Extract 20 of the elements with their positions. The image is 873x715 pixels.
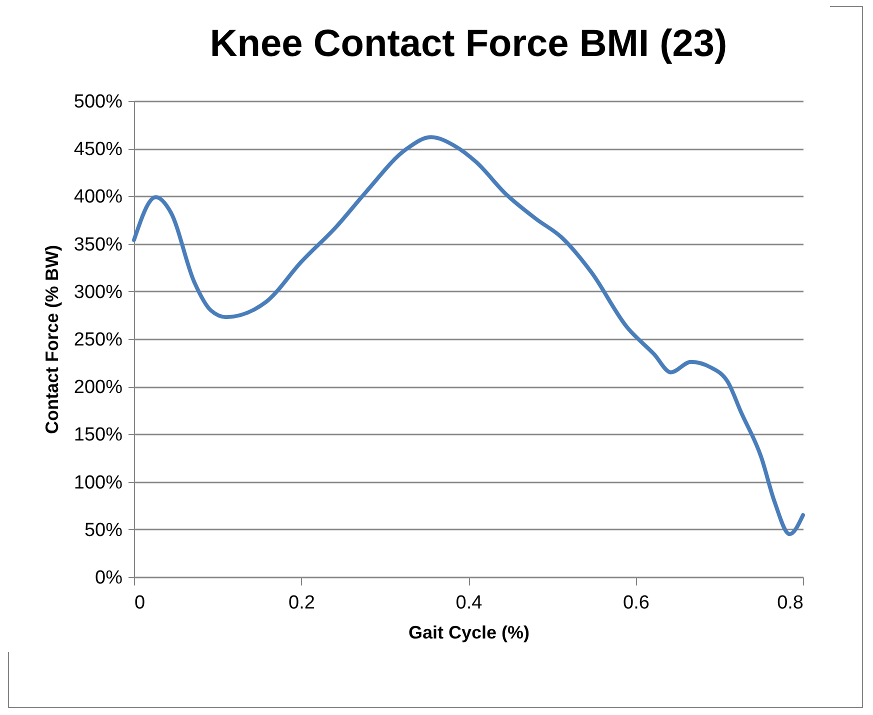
y-tick-label: 100% <box>74 472 123 494</box>
chart-title: Knee Contact Force BMI (23) <box>210 23 728 65</box>
x-tick-label: 0.2 <box>288 592 315 614</box>
y-tick-label: 200% <box>74 377 123 398</box>
y-tick-label: 0% <box>95 568 123 588</box>
y-tick-label: 50% <box>84 520 123 541</box>
x-tick-label: 0.4 <box>456 592 483 614</box>
x-tick-label: 0 <box>134 592 146 614</box>
x-tick-label: 0.8 <box>777 592 804 614</box>
y-tick-label: 250% <box>74 330 123 350</box>
y-tick-label: 500% <box>74 92 123 112</box>
x-axis-title: Gait Cycle (%) <box>408 622 530 642</box>
y-tick-label: 150% <box>74 424 123 446</box>
y-tick-label: 350% <box>74 234 123 256</box>
y-tick-label: 300% <box>74 282 123 303</box>
y-tick-label: 400% <box>74 186 123 208</box>
x-tick-label: 0.6 <box>623 592 650 614</box>
y-axis-title: Contact Force (% BW) <box>42 244 62 434</box>
line-series <box>132 135 805 536</box>
y-tick-label: 450% <box>74 139 123 160</box>
